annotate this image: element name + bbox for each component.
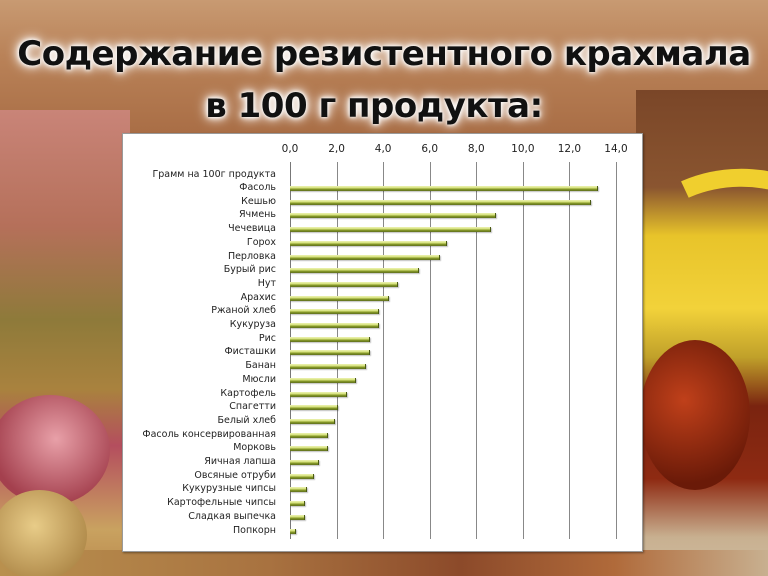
category-label: Белый хлеб — [217, 414, 276, 426]
bar — [290, 281, 399, 287]
honey-jar-image — [640, 340, 750, 490]
x-tick-label: 10,0 — [511, 143, 535, 155]
gridline — [383, 162, 385, 539]
bar — [290, 254, 441, 260]
bar — [290, 460, 319, 465]
plot-area — [290, 162, 617, 539]
category-label: Арахис — [240, 291, 276, 303]
gridline — [429, 162, 431, 539]
category-label: Кукурузные чипсы — [182, 483, 276, 495]
bar — [290, 473, 315, 479]
x-tick-label: 12,0 — [557, 143, 582, 155]
bar — [290, 418, 336, 424]
bar — [290, 391, 347, 397]
category-label: Спагетти — [229, 401, 276, 413]
bar — [290, 528, 296, 534]
x-axis-ticks: 0,0 2,0 4,0 6,0 8,0 10,0 12,0 14,0 — [123, 143, 642, 157]
bar — [290, 446, 329, 452]
category-label: Овсяные отруби — [194, 469, 276, 481]
x-tick-label: 2,0 — [328, 143, 345, 155]
bar — [290, 487, 308, 493]
x-tick-label: 14,0 — [604, 143, 628, 155]
potato-image — [0, 490, 87, 576]
gridline — [476, 162, 478, 539]
category-label: Кукуруза — [229, 319, 276, 330]
bar — [290, 186, 599, 191]
category-label: Перловка — [227, 250, 276, 262]
category-label: Чечевица — [228, 223, 276, 235]
chart-panel: 0,0 2,0 4,0 6,0 8,0 10,0 12,0 14,0 Грамм на 100… — [122, 133, 643, 552]
background-grains — [0, 550, 768, 576]
category-label: Ржаной хлеб — [211, 305, 276, 317]
page-title-line-1: Содержание резистентного крахмала — [17, 34, 751, 74]
category-label: Сладкая выпечка — [188, 510, 276, 522]
category-label: Бурый рис — [223, 264, 276, 276]
category-label: Морковь — [233, 442, 276, 454]
page-title-line-2: в 100 г продукта: — [205, 86, 543, 126]
gridline — [616, 162, 617, 539]
x-tick-label: 8,0 — [467, 143, 485, 155]
bar — [290, 240, 447, 246]
potato-image — [0, 395, 110, 505]
category-label: Нут — [257, 277, 276, 289]
bar — [290, 199, 592, 205]
category-label: Фасоль консервированная — [142, 428, 276, 440]
bar — [290, 350, 371, 356]
category-label: Кешью — [241, 195, 276, 207]
bar — [290, 405, 338, 411]
bar — [290, 514, 305, 520]
bar — [290, 268, 420, 274]
bar — [290, 432, 329, 438]
category-label: Картофельные чипсы — [167, 497, 276, 509]
category-label: Фасоль — [239, 182, 276, 193]
x-tick-label: 0,0 — [281, 143, 299, 155]
category-label: Яичная лапша — [204, 456, 276, 467]
bar — [290, 213, 496, 219]
bar — [290, 295, 389, 301]
series-name-label: Грамм на 100г продукта — [152, 169, 276, 180]
gridline — [522, 162, 524, 539]
category-label: Банан — [245, 360, 276, 372]
category-label: Мюсли — [242, 373, 276, 385]
background-bananas-honey — [636, 90, 768, 576]
bar — [290, 323, 380, 328]
bar — [290, 336, 371, 342]
category-label: Горох — [246, 236, 276, 248]
category-label: Фисташки — [224, 346, 276, 358]
x-tick-label: 4,0 — [374, 143, 392, 155]
bar — [290, 364, 366, 370]
category-label: Картофель — [220, 387, 276, 399]
bar — [290, 227, 492, 233]
category-label: Попкорн — [233, 524, 276, 536]
bar — [290, 377, 357, 383]
bar — [290, 501, 305, 507]
category-label: Ячмень — [238, 209, 276, 221]
category-label: Рис — [258, 332, 276, 344]
bar — [290, 309, 380, 315]
x-tick-label: 6,0 — [421, 143, 439, 155]
gridline — [569, 162, 571, 539]
